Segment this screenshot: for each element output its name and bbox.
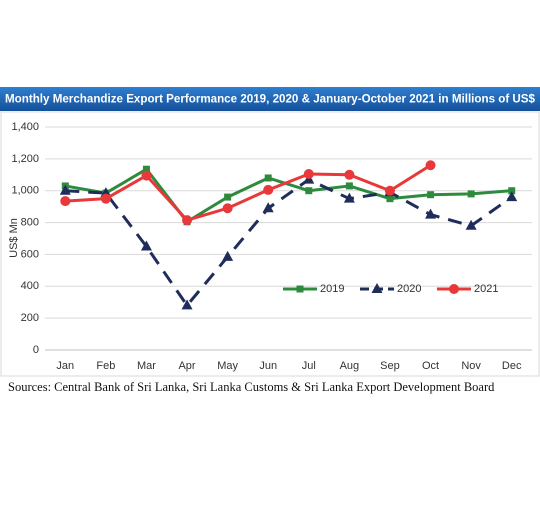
x-tick-label: Apr [178, 360, 195, 372]
x-tick-label: Nov [461, 360, 481, 372]
x-tick-label: Sep [380, 360, 400, 372]
x-tick-label: Feb [96, 360, 115, 372]
y-tick-label: 1,000 [11, 185, 39, 197]
series-line [65, 163, 432, 222]
marker [224, 193, 232, 201]
x-tick-label: Jan [56, 360, 74, 372]
legend-label: 2019 [320, 283, 344, 295]
marker [345, 182, 353, 190]
marker [303, 168, 314, 179]
marker [427, 191, 435, 199]
marker [182, 215, 193, 226]
y-tick-label: 800 [21, 216, 39, 228]
y-axis-label: US$ Mn [8, 218, 20, 258]
legend-label: 2020 [397, 283, 421, 295]
marker [296, 285, 304, 293]
marker [386, 195, 394, 203]
marker [222, 203, 233, 214]
marker [384, 185, 395, 196]
marker [59, 184, 71, 195]
chart-title: Monthly Merchandize Export Performance 2… [5, 92, 535, 106]
x-tick-label: Oct [422, 360, 439, 372]
marker [467, 190, 475, 198]
x-tick-label: Aug [340, 360, 360, 372]
x-tick-label: Jul [302, 360, 316, 372]
marker [425, 160, 436, 171]
marker [264, 174, 272, 182]
marker [140, 240, 152, 251]
marker [263, 184, 274, 195]
marker [343, 192, 355, 203]
y-tick-label: 0 [33, 344, 39, 356]
marker [305, 187, 313, 195]
chart-frame [0, 111, 540, 377]
x-tick-label: Dec [502, 360, 522, 372]
legend-label: 2021 [474, 283, 498, 295]
marker [222, 250, 234, 261]
y-tick-label: 1,400 [11, 121, 39, 133]
marker [141, 170, 152, 181]
x-tick-label: Mar [137, 360, 156, 372]
marker [100, 193, 111, 204]
y-tick-label: 600 [21, 248, 39, 260]
marker [425, 208, 437, 219]
marker [181, 299, 193, 310]
marker [449, 284, 459, 294]
marker [142, 165, 150, 173]
marker [344, 169, 355, 180]
marker [465, 219, 477, 230]
title-bar [0, 87, 540, 111]
source-note: Sources: Central Bank of Sri Lanka, Sri … [8, 380, 495, 394]
marker [371, 283, 383, 293]
x-tick-label: May [217, 360, 238, 372]
marker [262, 202, 274, 213]
y-tick-label: 400 [21, 280, 39, 292]
marker [506, 191, 518, 202]
y-tick-label: 1,200 [11, 153, 39, 165]
series-line [65, 178, 513, 307]
marker [508, 187, 516, 195]
y-tick-label: 200 [21, 312, 39, 324]
x-tick-label: Jun [259, 360, 277, 372]
marker [60, 196, 71, 207]
series-line [65, 167, 512, 224]
